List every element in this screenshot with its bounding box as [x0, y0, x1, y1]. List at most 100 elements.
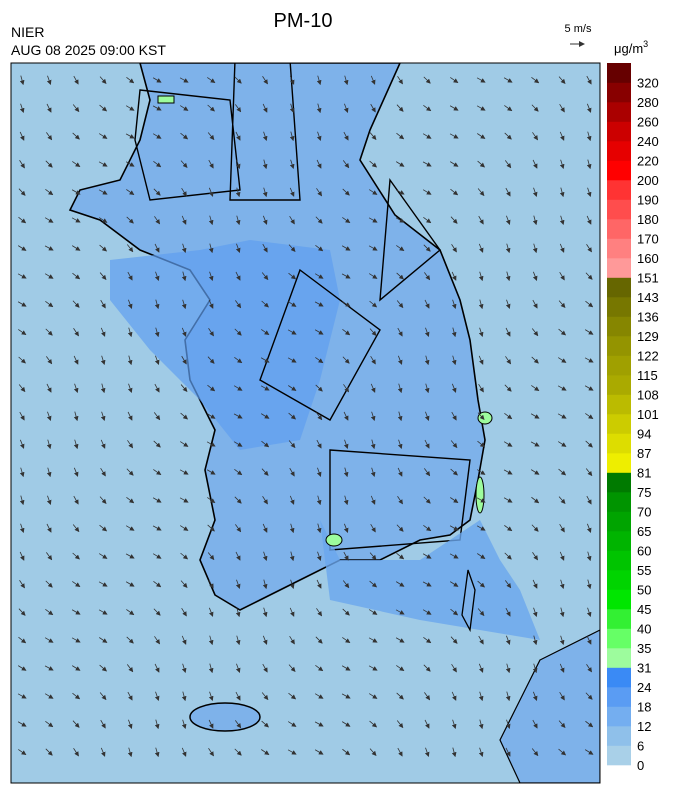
wind-arrow: [45, 748, 53, 756]
wind-arrow: [315, 636, 323, 644]
wind-arrow: [314, 721, 324, 727]
wind-arrow: [289, 215, 295, 225]
wind-arrow: [71, 217, 81, 223]
wind-arrow: [478, 719, 484, 730]
wind-arrow: [504, 552, 512, 560]
wind-arrow: [369, 609, 378, 615]
wind-arrow: [451, 327, 457, 338]
wind-arrow: [531, 356, 539, 364]
wind-arrow: [584, 329, 594, 335]
wind-arrow: [181, 691, 187, 702]
jeju: [189, 702, 261, 732]
wind-arrow: [126, 496, 135, 504]
wind-arrow: [504, 580, 512, 589]
hotspot: [477, 411, 493, 425]
wind-arrow: [153, 440, 161, 448]
wind-arrow: [260, 357, 270, 363]
wind-arrow: [395, 581, 405, 587]
wind-arrow: [73, 75, 79, 85]
wind-arrow: [369, 720, 378, 728]
wind-arrow: [100, 299, 106, 309]
colorbar-bin: [607, 121, 631, 142]
wind-arrow: [315, 384, 323, 392]
wind-arrow: [369, 160, 378, 168]
wind-arrow: [559, 663, 565, 673]
wind-arrow: [368, 273, 378, 279]
wind-arrow: [99, 133, 108, 139]
wind-arrow: [424, 719, 430, 729]
colorbar-label: 129: [637, 329, 659, 344]
wind-arrow: [98, 189, 108, 195]
wind-arrow: [235, 720, 242, 729]
wind-arrow: [532, 159, 538, 169]
wind-arrow: [450, 636, 458, 644]
wind-arrow: [316, 75, 322, 86]
wind-arrow: [423, 664, 431, 672]
wind-arrow: [531, 104, 539, 112]
wind-arrow: [585, 440, 593, 448]
wind-arrow: [557, 385, 567, 391]
colorbar-label: 180: [637, 212, 659, 227]
wind-arrow: [369, 300, 378, 308]
wind-arrow: [18, 188, 26, 196]
wind-arrow: [315, 664, 324, 672]
wind-arrow: [46, 523, 52, 533]
wind-arrow: [45, 301, 54, 308]
wind-arrow: [207, 356, 215, 364]
agency: NIER: [11, 24, 44, 40]
colorbar-label: 55: [637, 563, 651, 578]
wind-arrow: [343, 103, 349, 113]
wind-arrow: [559, 243, 565, 253]
wind-arrow: [179, 77, 189, 83]
colorbar-bin: [607, 258, 631, 278]
wind-arrow: [315, 357, 324, 364]
wind-arrow: [395, 161, 405, 167]
wind-arrow: [532, 215, 538, 226]
wind-arrow: [423, 244, 431, 252]
wind-arrow: [558, 496, 566, 505]
wind-arrow: [289, 551, 295, 562]
wind-arrow: [505, 635, 511, 645]
colorbar-label: 6: [637, 739, 644, 754]
wind-arrow: [73, 411, 79, 422]
wind-arrow: [99, 217, 108, 223]
wind-arrow: [18, 329, 27, 335]
wind-arrow: [127, 299, 133, 309]
wind-arrow: [18, 636, 27, 644]
wind-arrow: [154, 271, 160, 282]
wind-arrow: [289, 131, 295, 142]
colorbar-bin: [607, 531, 631, 551]
wind-arrow: [396, 665, 405, 672]
wind-arrow: [505, 691, 511, 702]
wind-arrow: [503, 497, 513, 503]
wind-arrow: [287, 301, 297, 307]
wind-arrow: [235, 635, 241, 646]
wind-arrow: [19, 495, 25, 506]
wind-arrow: [100, 355, 106, 366]
wind-arrow: [18, 608, 26, 616]
wind-arrow: [44, 637, 54, 643]
wind-arrow: [505, 271, 511, 282]
colorbar-bin: [607, 141, 631, 161]
wind-arrow: [45, 580, 53, 588]
wind-arrow: [180, 552, 189, 560]
colorbar-bin: [607, 433, 631, 454]
wind-arrow: [181, 635, 187, 645]
wind-arrow: [72, 161, 81, 168]
wind-arrow: [44, 245, 54, 251]
wind-arrow: [370, 355, 376, 365]
wind-arrow: [154, 355, 160, 365]
wind-arrow: [207, 104, 215, 112]
wind-arrow: [127, 355, 133, 366]
wind-arrow: [154, 719, 160, 730]
wind-arrow: [234, 328, 242, 336]
wind-arrow: [153, 580, 162, 588]
wind-arrow: [585, 300, 594, 308]
wind-arrow: [505, 747, 511, 757]
wind-arrow: [126, 216, 134, 224]
wind-arrow: [261, 329, 270, 335]
wind-arrow: [586, 215, 592, 225]
wind-arrow: [260, 385, 270, 391]
wind-arrow: [46, 552, 53, 561]
wind-arrow: [125, 161, 135, 167]
